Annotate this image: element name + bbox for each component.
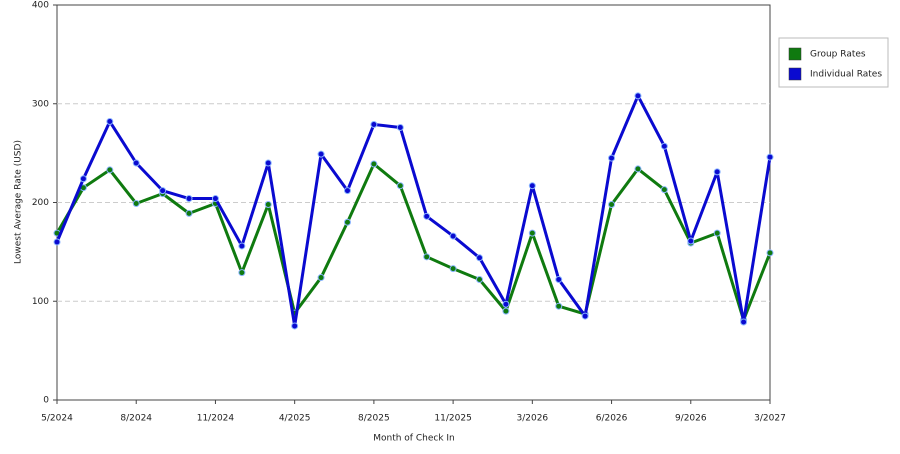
data-point (608, 154, 616, 162)
data-point (396, 182, 404, 190)
data-point (317, 274, 325, 282)
data-point (264, 159, 272, 167)
data-point (634, 165, 642, 173)
data-point (555, 302, 563, 310)
data-point (185, 209, 193, 217)
data-point (423, 253, 431, 261)
y-tick-label: 100 (32, 297, 49, 307)
x-axis-title: Month of Check In (373, 434, 455, 444)
data-point (476, 276, 484, 284)
y-tick-label: 200 (32, 198, 49, 208)
data-point (264, 200, 272, 208)
data-point (185, 195, 193, 203)
data-point (634, 92, 642, 100)
data-point (660, 186, 668, 194)
x-tick-label: 8/2025 (358, 414, 390, 424)
legend-swatch (788, 47, 802, 61)
data-point (343, 187, 351, 195)
data-point (370, 160, 378, 168)
x-tick-label: 4/2025 (279, 414, 311, 424)
data-point (370, 120, 378, 128)
x-tick-label: 3/2027 (754, 414, 786, 424)
data-point (449, 232, 457, 240)
data-point (740, 318, 748, 326)
data-point (449, 265, 457, 273)
y-axis-title: Lowest Average Rate (USD) (14, 140, 24, 264)
data-point (396, 123, 404, 131)
data-point (238, 269, 246, 277)
data-point (687, 237, 695, 245)
data-point (53, 238, 61, 246)
x-tick-label: 8/2024 (120, 414, 152, 424)
data-point (291, 322, 299, 330)
data-point (660, 142, 668, 150)
series-line (55, 94, 772, 328)
data-point (528, 182, 536, 190)
data-point (423, 212, 431, 220)
y-tick-label: 300 (32, 99, 49, 109)
data-point (132, 159, 140, 167)
data-point (317, 150, 325, 158)
y-tick-label: 0 (43, 396, 49, 406)
x-tick-label: 9/2026 (675, 414, 707, 424)
data-point (476, 254, 484, 262)
data-point (608, 200, 616, 208)
data-point (502, 307, 510, 315)
data-point (581, 312, 589, 320)
legend-label: Individual Rates (810, 70, 882, 80)
data-point (555, 276, 563, 284)
x-tick-label: 11/2024 (197, 414, 235, 424)
legend-label: Group Rates (810, 50, 866, 60)
x-tick-label: 11/2025 (434, 414, 471, 424)
data-point (502, 300, 510, 308)
data-point (343, 218, 351, 226)
data-point (211, 195, 219, 203)
data-point (766, 153, 774, 161)
legend-swatch (788, 67, 802, 81)
data-point (713, 168, 721, 176)
series-line (55, 162, 772, 322)
data-point (238, 242, 246, 250)
data-point (106, 118, 114, 126)
y-tick-label: 400 (32, 1, 49, 11)
data-point (79, 175, 87, 183)
data-point (159, 187, 167, 195)
data-point (132, 199, 140, 207)
x-tick-label: 6/2026 (596, 414, 628, 424)
data-point (713, 229, 721, 237)
x-tick-label: 3/2026 (516, 414, 548, 424)
data-point (766, 249, 774, 257)
data-point (106, 166, 114, 174)
x-tick-label: 5/2024 (41, 414, 73, 424)
data-point (528, 229, 536, 237)
